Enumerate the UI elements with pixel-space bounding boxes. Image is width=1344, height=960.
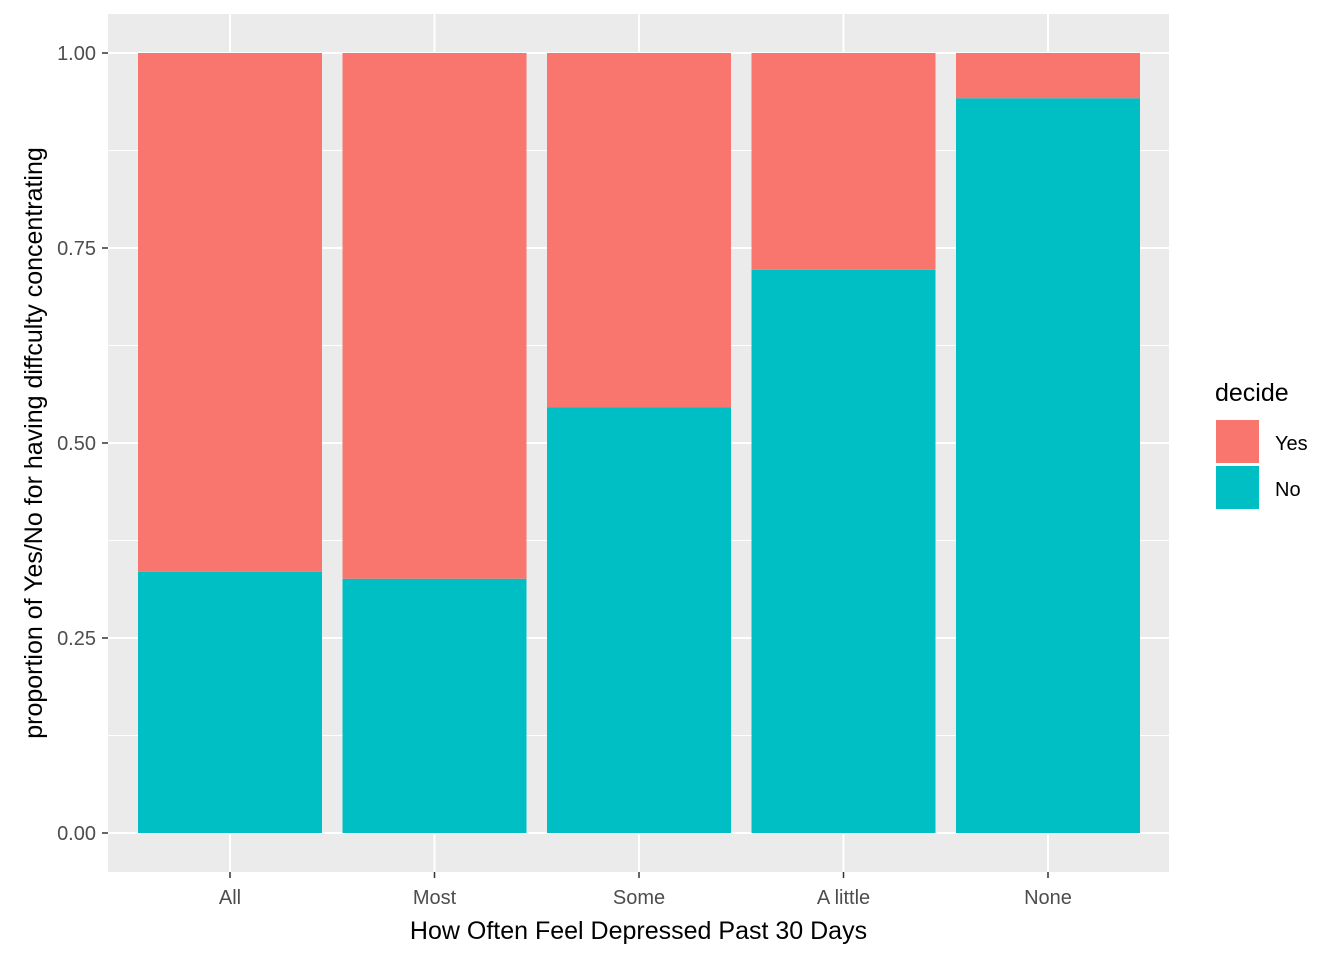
legend: decide Yes No: [1215, 379, 1308, 509]
x-axis-title: How Often Feel Depressed Past 30 Days: [410, 917, 867, 945]
legend-key-yes: [1216, 420, 1259, 463]
bar-yes-none: [956, 53, 1140, 99]
legend-title: decide: [1215, 379, 1289, 407]
bar-no-none: [956, 98, 1140, 834]
x-axis: All Most Some A little None: [219, 872, 1072, 909]
x-tick-label: All: [219, 887, 241, 909]
y-tick-label: 1.00: [57, 43, 96, 65]
bars: [138, 53, 1140, 834]
bar-yes-most: [342, 53, 527, 579]
x-tick-label: Some: [613, 887, 665, 909]
legend-label-yes: Yes: [1275, 433, 1308, 455]
y-tick-label: 0.75: [57, 238, 96, 260]
legend-label-no: No: [1275, 479, 1301, 501]
bar-yes-some: [547, 53, 731, 408]
bar-no-some: [547, 407, 731, 833]
x-tick-label: A little: [817, 887, 870, 909]
bar-no-all: [138, 571, 322, 833]
bar-yes-all: [138, 53, 322, 572]
y-axis-title: proportion of Yes/No for having diffcult…: [20, 147, 48, 739]
legend-key-no: [1216, 466, 1259, 509]
y-tick-label: 0.25: [57, 628, 96, 650]
y-axis: 0.00 0.25 0.50 0.75 1.00: [57, 43, 108, 845]
y-tick-label: 0.00: [57, 823, 96, 845]
x-tick-label: Most: [413, 887, 457, 909]
bar-yes-a-little: [751, 53, 936, 270]
bar-no-a-little: [751, 269, 936, 834]
x-tick-label: None: [1024, 887, 1072, 909]
y-tick-label: 0.50: [57, 433, 96, 455]
bar-no-most: [342, 578, 527, 833]
